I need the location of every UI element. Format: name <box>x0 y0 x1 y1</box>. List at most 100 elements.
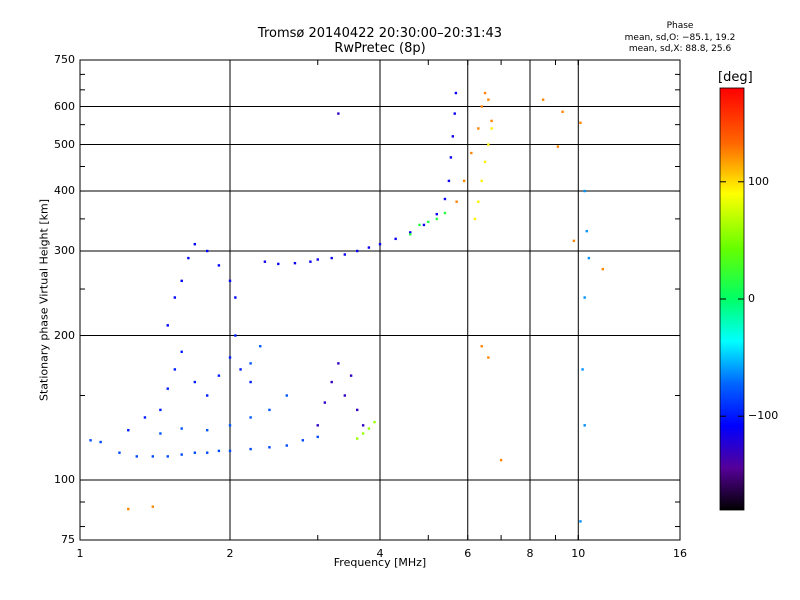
data-point <box>118 451 121 454</box>
data-point <box>349 374 353 377</box>
colorbar-tick-label: −100 <box>748 409 779 423</box>
data-point <box>180 279 183 283</box>
data-point <box>193 451 197 454</box>
data-point <box>316 258 319 261</box>
data-point <box>263 260 267 263</box>
data-point <box>343 253 347 256</box>
data-point <box>572 239 576 243</box>
data-point <box>166 324 169 327</box>
x-tick-label: 8 <box>526 547 534 560</box>
data-point <box>355 437 359 440</box>
data-point <box>483 91 487 95</box>
data-point <box>193 380 197 384</box>
colorbar-label: [deg] <box>718 70 753 85</box>
x-tick-label: 2 <box>226 547 234 560</box>
data-point <box>477 127 480 130</box>
data-point <box>180 453 183 456</box>
data-point <box>477 200 480 203</box>
data-point <box>473 217 477 221</box>
data-point <box>490 119 493 123</box>
data-point <box>205 451 209 454</box>
data-point <box>583 296 586 299</box>
y-tick-label: 75 <box>61 533 75 546</box>
axis-ticks <box>79 59 680 540</box>
data-point <box>268 446 271 449</box>
x-tick-label: 6 <box>464 547 472 560</box>
data-point <box>480 179 483 183</box>
colorbar-tick-label: 0 <box>748 292 755 305</box>
data-point <box>443 197 447 201</box>
data-point <box>409 233 412 236</box>
data-point <box>228 279 232 283</box>
data-point <box>367 246 371 249</box>
data-point <box>316 435 319 439</box>
data-point <box>367 427 371 430</box>
data-point <box>556 145 560 148</box>
data-point <box>193 242 197 246</box>
data-point <box>447 179 451 183</box>
data-point <box>205 429 209 432</box>
data-point <box>159 408 162 412</box>
data-point <box>180 427 183 430</box>
data-point <box>454 91 458 95</box>
data-point <box>268 408 271 412</box>
data-point <box>285 444 288 447</box>
data-point <box>343 394 347 397</box>
data-point <box>337 362 340 365</box>
x-tick-label: 10 <box>571 547 586 560</box>
phase-stats-x: mean, sd,X: 88.8, 25.6 <box>628 44 732 54</box>
data-point <box>361 432 365 435</box>
data-point <box>480 105 483 108</box>
y-tick-label: 400 <box>54 184 75 198</box>
data-point <box>166 387 169 390</box>
data-point <box>601 267 605 271</box>
data-point <box>330 256 333 260</box>
data-point <box>173 296 177 299</box>
data-point <box>228 449 232 453</box>
data-point <box>337 112 340 115</box>
data-point <box>435 217 438 221</box>
data-point <box>159 432 162 435</box>
x-tick-label: 1 <box>76 547 84 560</box>
data-point <box>180 350 183 353</box>
data-point <box>228 424 232 427</box>
data-point <box>449 156 453 159</box>
data-point <box>455 200 458 203</box>
data-point <box>409 231 412 234</box>
data-point <box>228 356 232 359</box>
data-point <box>234 334 237 337</box>
data-point <box>249 380 252 384</box>
data-point <box>99 440 102 444</box>
data-point <box>490 127 493 130</box>
data-point <box>373 420 376 424</box>
data-point <box>435 212 438 216</box>
data-point <box>483 160 487 164</box>
data-point <box>249 416 252 419</box>
data-point <box>277 262 280 266</box>
data-point <box>587 256 591 260</box>
data-point <box>259 345 262 348</box>
y-tick-label: 300 <box>54 244 75 257</box>
data-point <box>127 429 130 432</box>
data-point <box>187 256 190 260</box>
data-point <box>323 401 327 404</box>
data-point <box>151 455 155 458</box>
data-point <box>480 345 483 348</box>
data-point <box>151 505 155 508</box>
data-point <box>249 447 252 451</box>
data-point <box>173 368 177 371</box>
chart-subtitle: RwPretec (8p) <box>334 41 426 56</box>
data-point <box>487 356 490 359</box>
data-point <box>316 424 319 427</box>
data-point <box>418 223 421 227</box>
data-point <box>487 98 490 101</box>
data-point <box>443 211 447 215</box>
y-tick-label: 600 <box>54 99 75 113</box>
data-point <box>427 220 430 224</box>
data-point <box>579 121 582 124</box>
data-point <box>143 416 147 419</box>
data-point <box>583 189 586 193</box>
phase-stats-heading: Phase <box>666 21 694 31</box>
x-tick-label: 4 <box>376 547 384 560</box>
